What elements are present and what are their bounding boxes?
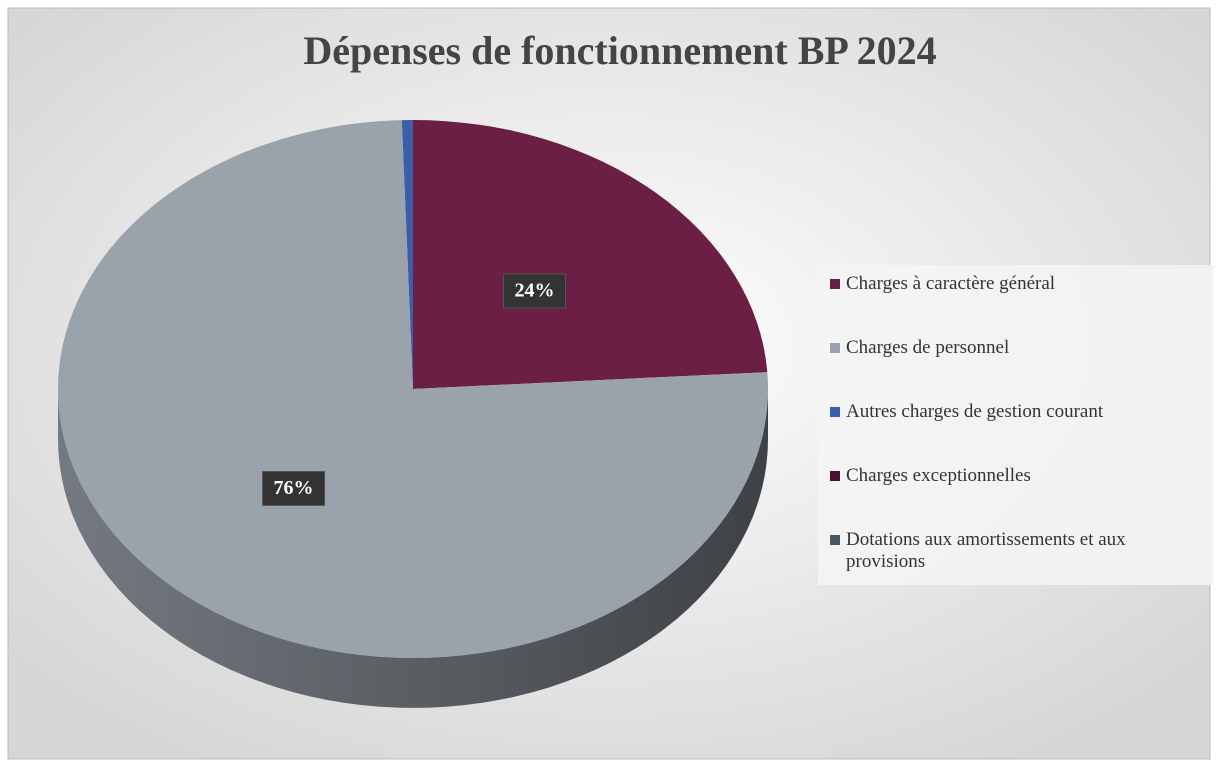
data-label: 76% [274,477,314,499]
legend-label: Dotations aux amortissements et aux prov… [846,529,1126,572]
legend-label: Charges à caractère général [846,273,1056,294]
data-label-box [262,470,326,506]
legend-swatch [830,535,840,545]
legend-swatch [830,407,840,417]
pie: 24% 76% [57,120,768,708]
legend-label: Charges exceptionnelles [846,465,1031,486]
pie-slice [413,120,768,389]
legend-entry: Charges à caractère général [830,273,1204,337]
legend-entry: Dotations aux amortissements et aux prov… [830,529,1204,593]
data-label-box [503,273,567,309]
pie-side-shade [58,389,768,708]
data-label: 24% [515,280,555,302]
legend-label: Charges de personnel [846,337,1010,358]
legend-entry: Charges exceptionnelles [830,465,1204,529]
chart-title: Dépenses de fonctionnement BP 2024 [303,28,936,73]
legend-label: Autres charges de gestion courant [846,401,1104,422]
legend: Charges à caractère général Charges de pe… [818,265,1214,585]
pie-slice [401,120,413,389]
legend-entry: Autres charges de gestion courant [830,401,1204,465]
legend-swatch [830,343,840,353]
legend-swatch [830,471,840,481]
pie-slice [57,120,768,658]
legend-entry: Charges de personnel [830,337,1204,401]
legend-swatch [830,279,840,289]
